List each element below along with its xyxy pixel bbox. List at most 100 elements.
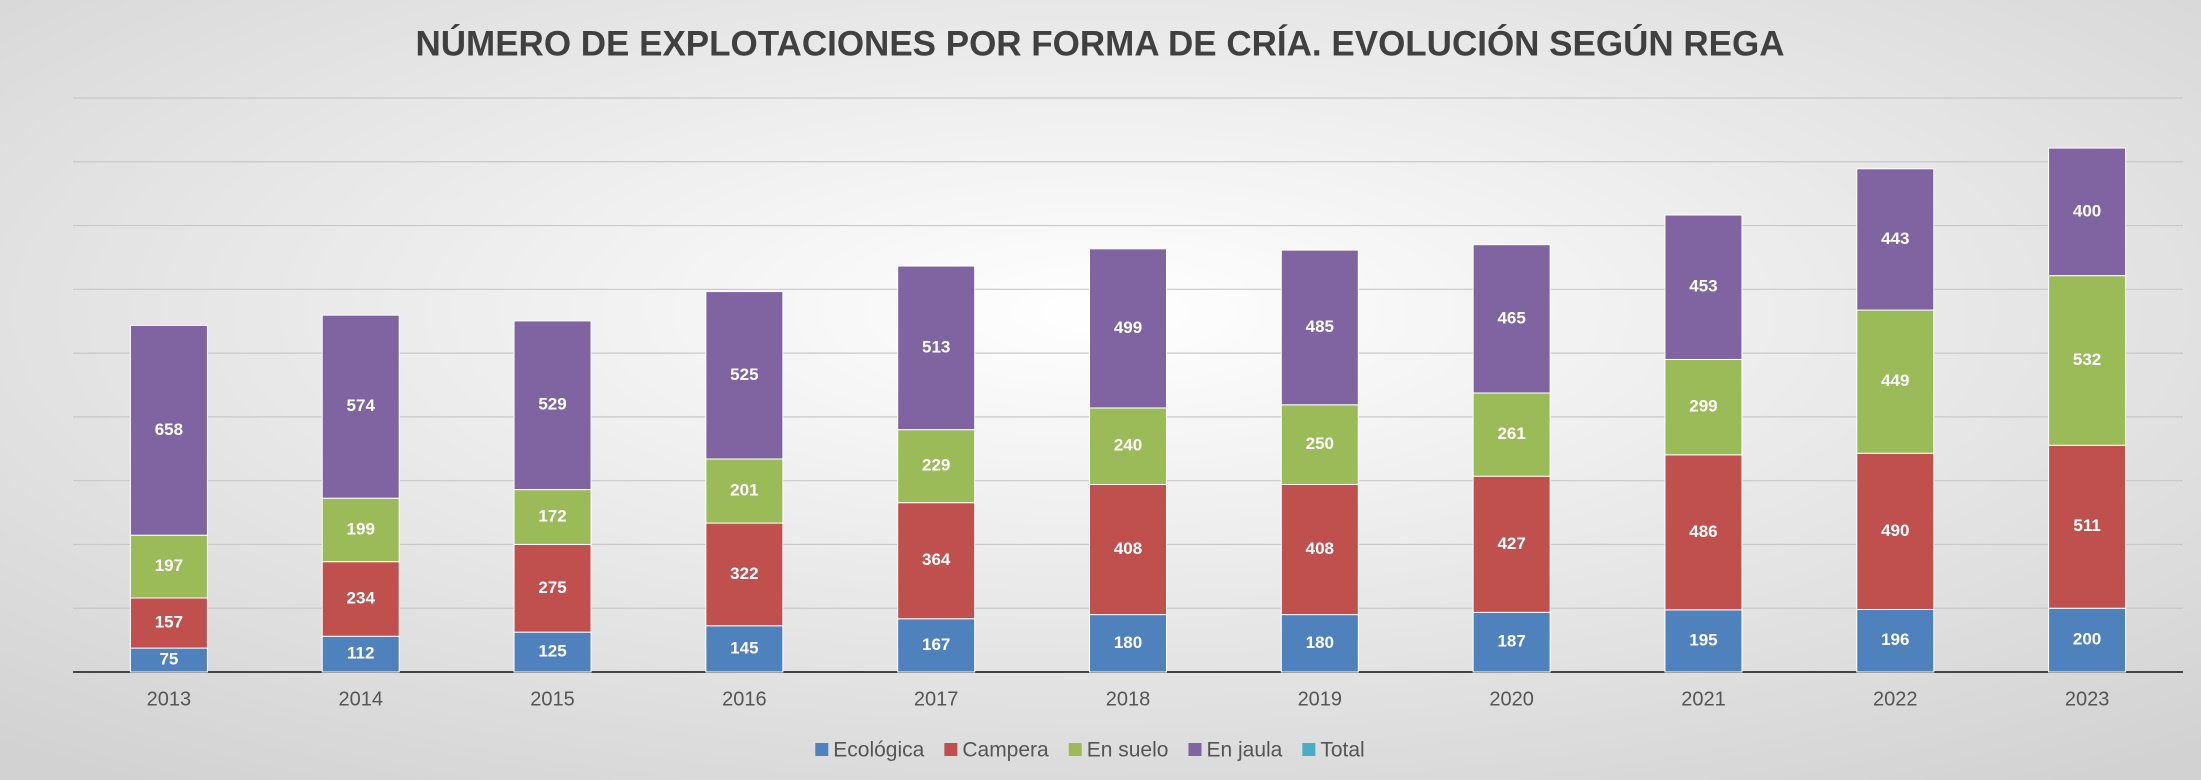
x-tick-label: 2017	[914, 688, 959, 710]
data-label: 180	[1114, 633, 1142, 652]
bar-segment	[321, 314, 400, 499]
bar-segment	[513, 489, 592, 545]
bar-segment	[1664, 609, 1743, 673]
data-label: 408	[1114, 539, 1142, 558]
bar-segment	[129, 324, 208, 536]
x-tick-label: 2014	[338, 688, 383, 710]
data-label: 261	[1497, 424, 1525, 443]
data-label: 453	[1689, 277, 1717, 296]
data-label: 172	[538, 507, 566, 526]
data-label: 513	[922, 337, 950, 356]
x-tick-label: 2013	[147, 688, 192, 710]
bar-segment	[513, 543, 592, 633]
bar-segment	[129, 597, 208, 649]
data-label: 449	[1881, 371, 1909, 390]
legend-swatch	[815, 743, 829, 756]
data-label: 532	[2073, 350, 2101, 369]
data-label: 364	[922, 550, 951, 569]
data-label: 229	[922, 456, 950, 475]
data-label: 443	[1881, 229, 1909, 248]
bar-segment	[1856, 608, 1935, 673]
bar-segment	[1089, 483, 1167, 616]
data-label: 112	[347, 644, 374, 663]
bar-segment	[705, 625, 784, 673]
bar-segment	[897, 502, 976, 620]
bar-segment	[1856, 309, 1935, 454]
data-label: 180	[1306, 633, 1334, 652]
bar-segment	[1089, 248, 1167, 409]
data-label: 187	[1497, 632, 1525, 651]
bar-segment	[705, 458, 784, 524]
data-label: 408	[1306, 539, 1334, 558]
bar-segment	[321, 497, 400, 563]
data-label: 200	[2073, 630, 2101, 649]
data-label: 529	[538, 395, 566, 414]
bar-segment	[1472, 392, 1551, 477]
bar-segment	[321, 561, 400, 637]
x-tick-label: 2023	[2065, 688, 2110, 710]
bar-segment	[705, 291, 784, 460]
data-label: 201	[730, 481, 758, 500]
bar-segment	[129, 534, 208, 599]
bar-segment	[2048, 444, 2127, 609]
data-label: 490	[1881, 521, 1909, 540]
bar-segment	[513, 320, 592, 491]
legend-label: En suelo	[1087, 739, 1169, 762]
legend-label: Campera	[962, 739, 1049, 762]
bar-segment	[2048, 147, 2127, 277]
data-label: 125	[538, 642, 566, 661]
bar-segment	[705, 522, 784, 627]
legend-swatch	[1302, 743, 1316, 756]
data-label: 275	[538, 578, 566, 597]
data-label: 196	[1881, 630, 1909, 649]
data-label: 525	[730, 365, 758, 384]
bar-segment	[1472, 475, 1551, 613]
data-label: 167	[922, 635, 950, 654]
data-label: 486	[1689, 522, 1717, 541]
data-label: 574	[347, 396, 376, 415]
bar-segment	[1472, 611, 1551, 673]
data-label: 157	[155, 613, 183, 632]
bar-segment	[1664, 358, 1743, 456]
legend-swatch	[1188, 743, 1202, 756]
data-label: 250	[1306, 434, 1334, 453]
legend-swatch	[944, 743, 958, 756]
data-label: 465	[1497, 308, 1525, 327]
data-label: 485	[1306, 317, 1334, 336]
data-label: 145	[730, 638, 758, 657]
chart-title: NÚMERO DE EXPLOTACIONES POR FORMA DE CRÍ…	[416, 23, 1785, 63]
data-label: 75	[159, 650, 178, 669]
bar-segment	[513, 631, 592, 673]
data-label: 400	[2073, 201, 2101, 220]
data-label: 234	[347, 588, 376, 607]
bar-segment	[1280, 249, 1359, 406]
x-tick-label: 2016	[722, 688, 767, 710]
bar-segment	[2048, 607, 2127, 673]
data-label: 658	[155, 420, 183, 439]
data-label: 299	[1689, 397, 1717, 416]
bar-segment	[1856, 168, 1935, 311]
bar-segment	[897, 618, 976, 673]
legend-label: En jaula	[1206, 739, 1282, 762]
data-label: 199	[347, 519, 375, 538]
legend-label: Total	[1320, 739, 1364, 762]
data-label: 511	[2073, 516, 2100, 535]
bar-segment	[1280, 483, 1359, 616]
x-tick-label: 2022	[1873, 688, 1918, 710]
bar-segment	[1089, 614, 1167, 673]
data-label: 197	[155, 556, 183, 575]
bar-segment	[1280, 404, 1359, 485]
x-tick-label: 2020	[1489, 688, 1534, 710]
data-label: 195	[1689, 630, 1717, 649]
legend-swatch	[1068, 743, 1082, 756]
x-tick-label: 2015	[530, 688, 575, 710]
bar-segment	[897, 265, 976, 431]
data-label: 322	[730, 564, 758, 583]
data-label: 240	[1114, 436, 1142, 455]
x-tick-label: 2019	[1298, 688, 1343, 710]
legend-label: Ecológica	[833, 739, 924, 762]
bar-segment	[1856, 452, 1935, 610]
x-tick-label: 2021	[1681, 688, 1726, 710]
bar-segment	[1089, 407, 1167, 485]
